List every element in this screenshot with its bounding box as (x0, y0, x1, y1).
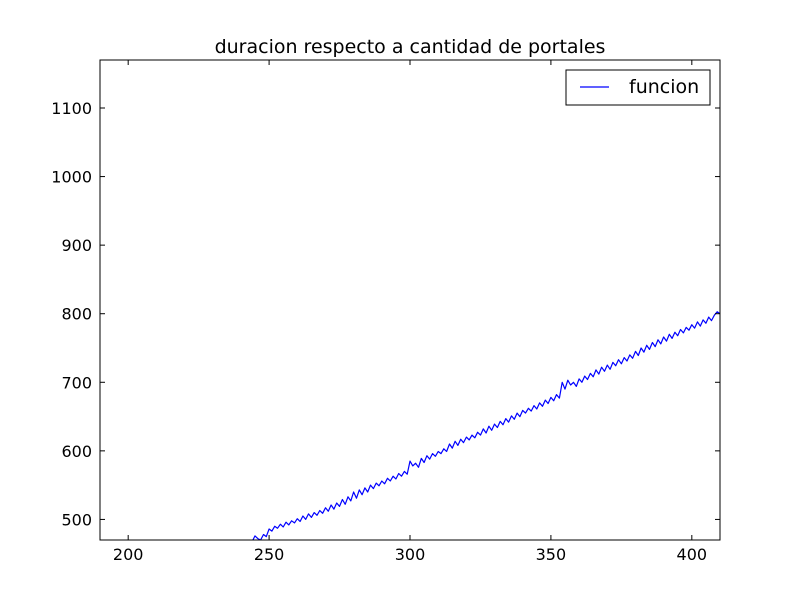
legend: funcion (565, 69, 711, 106)
x-tick-label: 350 (536, 545, 567, 564)
x-axis: 200 250 300 350 400 (113, 60, 707, 564)
y-tick-label: 600 (61, 442, 92, 461)
y-tick-label: 500 (61, 510, 92, 529)
x-tick-label: 250 (254, 545, 285, 564)
plot-area: 200 250 300 350 400 500 600 700 800 900 1000 1100 (51, 59, 721, 564)
legend-label-funcion: funcion (629, 76, 699, 98)
series-line-funcion (249, 311, 720, 540)
x-tick-label: 400 (677, 545, 708, 564)
y-tick-label: 700 (61, 373, 92, 392)
chart-title: duracion respecto a cantidad de portales (215, 36, 606, 58)
y-tick-label: 1100 (51, 99, 92, 118)
series-layer (249, 311, 720, 540)
y-tick-label: 800 (61, 305, 92, 324)
y-axis: 500 600 700 800 900 1000 1100 (51, 99, 720, 529)
x-tick-label: 200 (113, 545, 144, 564)
y-tick-label: 1000 (51, 168, 92, 187)
y-tick-label: 900 (61, 236, 92, 255)
x-tick-label: 300 (395, 545, 426, 564)
